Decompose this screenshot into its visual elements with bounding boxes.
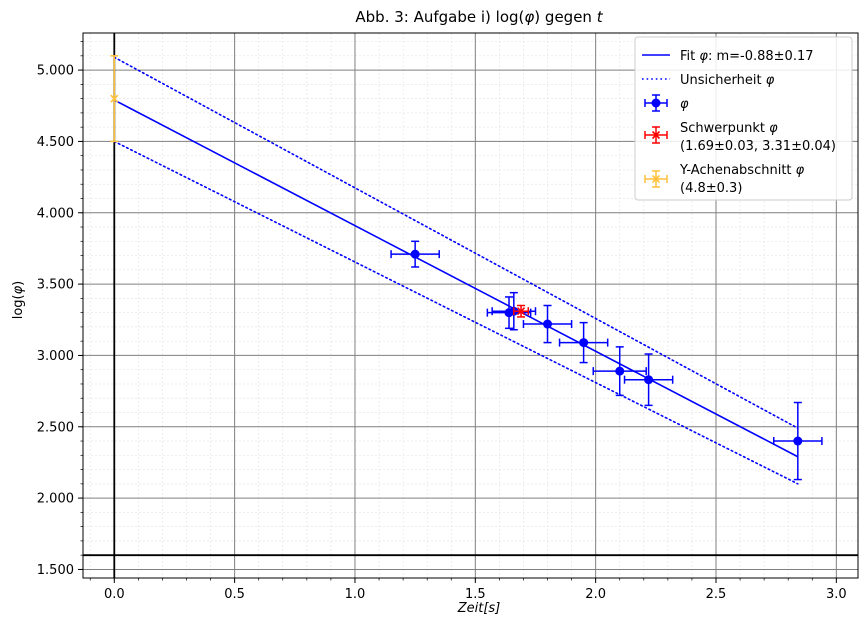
y-tick-label: 5.000	[37, 64, 74, 79]
y-tick-label: 3.500	[37, 278, 74, 293]
x-marker	[110, 94, 119, 103]
y-tick-label: 2.500	[37, 420, 74, 435]
legend: Fit φ: m=-0.88±0.17 Unsicherheit φ φ Sch…	[634, 36, 853, 201]
chart-title: Abb. 3: Aufgabe i) log(φ) gegen t	[355, 8, 603, 26]
major-grid	[83, 33, 858, 578]
data-point	[623, 353, 674, 407]
legend-box	[634, 36, 853, 201]
plot-frame	[82, 32, 859, 579]
data-point	[390, 240, 440, 268]
y-tick-label: 1.500	[37, 563, 74, 578]
x-tick-label: 0.5	[224, 587, 245, 602]
axis-ticks	[78, 41, 837, 583]
uncertainty-line	[113, 140, 799, 485]
x-tick-label: 3.0	[826, 587, 847, 602]
point-marker	[615, 366, 625, 376]
fit-lines	[113, 56, 799, 485]
x-tick-label: 1.5	[465, 587, 486, 602]
data-point	[522, 304, 573, 344]
fit-line	[113, 99, 799, 458]
legend-schwerpunkt-swatch	[644, 126, 668, 144]
point-marker	[644, 375, 654, 385]
x-tick-label: 1.0	[345, 587, 366, 602]
legend-fit-label: Fit φ: m=-0.88±0.17	[680, 49, 814, 64]
data-point	[773, 401, 823, 481]
data-point	[592, 346, 647, 397]
uncertainty-line	[113, 56, 799, 429]
point-marker	[579, 338, 589, 348]
y-tick-label: 4.500	[37, 135, 74, 150]
y-tick-label: 3.000	[37, 349, 74, 364]
x-marker	[516, 307, 526, 316]
y-tick-label: 2.000	[37, 492, 74, 507]
legend-schwerpunkt-label: Schwerpunkt φ	[680, 121, 778, 136]
point-marker	[543, 319, 553, 329]
y-axis-label: log(φ)	[11, 281, 26, 320]
legend-phi-label: φ	[680, 97, 689, 112]
legend-schwerpunkt-values: (1.69±0.03, 3.31±0.04)	[680, 139, 836, 154]
schwerpunkt-point	[513, 304, 530, 318]
point-marker	[410, 249, 420, 259]
legend-phi-swatch	[644, 94, 668, 112]
legend-yachsenabschnitt-label: Y-Achenabschnitt φ	[679, 163, 805, 178]
tick-labels: 0.0 0.5 1.0 1.5 2.0 2.5 3.0 1.500 2.000 2.500 3.00…	[37, 64, 847, 602]
x-tick-label: 0.0	[104, 587, 125, 602]
data-markers	[110, 55, 823, 481]
legend-yachsenabschnitt-values: (4.8±0.3)	[680, 181, 742, 196]
x-tick-label: 2.5	[706, 587, 727, 602]
y-tick-label: 4.000	[37, 206, 74, 221]
data-point	[558, 321, 609, 364]
point-marker	[793, 436, 803, 446]
x-axis-label: Zeit[s]	[457, 601, 501, 616]
x-tick-label: 2.0	[585, 587, 606, 602]
legend-yachsenabschnitt-swatch	[644, 170, 668, 188]
intercept-point	[110, 55, 119, 143]
legend-uncertainty-label: Unsicherheit φ	[680, 73, 775, 88]
